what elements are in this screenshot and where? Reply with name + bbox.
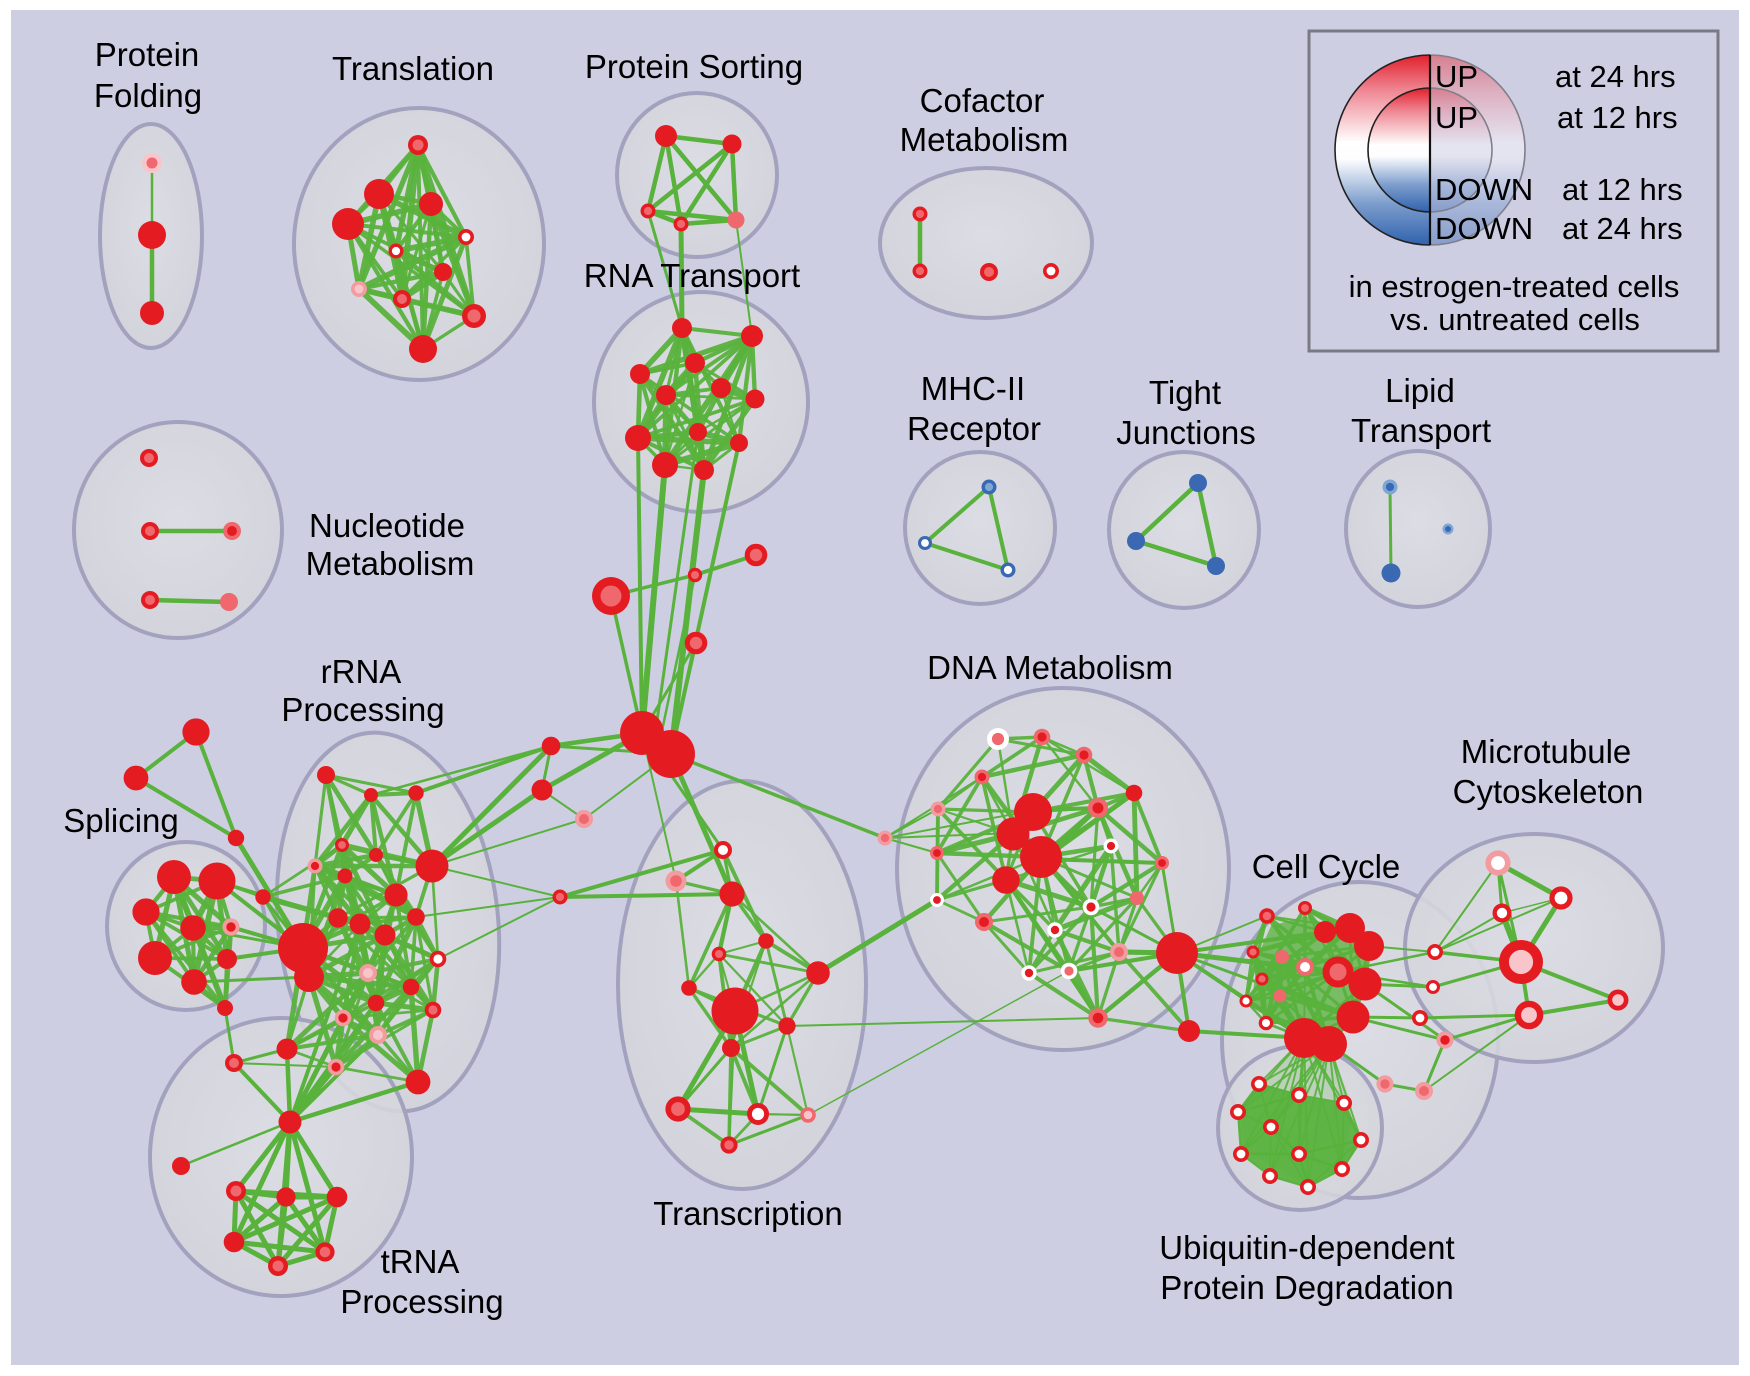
svg-text:Microtubule: Microtubule <box>1461 733 1632 770</box>
svg-text:Lipid: Lipid <box>1385 372 1455 409</box>
svg-text:Transport: Transport <box>1351 412 1491 449</box>
svg-text:UP: UP <box>1435 100 1478 135</box>
svg-text:Cell Cycle: Cell Cycle <box>1252 848 1401 885</box>
svg-text:Protein: Protein <box>95 36 200 73</box>
svg-text:DNA Metabolism: DNA Metabolism <box>927 649 1173 686</box>
svg-text:RNA Transport: RNA Transport <box>584 257 800 294</box>
svg-text:Protein Degradation: Protein Degradation <box>1160 1269 1454 1306</box>
svg-text:DOWN: DOWN <box>1435 172 1533 207</box>
svg-text:rRNA: rRNA <box>321 653 402 690</box>
svg-text:Nucleotide: Nucleotide <box>309 507 465 544</box>
svg-text:Metabolism: Metabolism <box>900 121 1069 158</box>
svg-text:Tight: Tight <box>1149 374 1221 411</box>
svg-text:at 24 hrs: at 24 hrs <box>1555 59 1676 94</box>
svg-text:Processing: Processing <box>340 1283 503 1320</box>
svg-text:Cytoskeleton: Cytoskeleton <box>1453 773 1644 810</box>
svg-text:Splicing: Splicing <box>63 802 179 839</box>
svg-text:in estrogen-treated cells: in estrogen-treated cells <box>1349 269 1680 304</box>
svg-text:UP: UP <box>1435 59 1478 94</box>
svg-text:Protein Sorting: Protein Sorting <box>585 48 803 85</box>
svg-text:vs. untreated cells: vs. untreated cells <box>1390 302 1640 337</box>
svg-text:Cofactor: Cofactor <box>920 82 1045 119</box>
svg-text:tRNA: tRNA <box>381 1243 460 1280</box>
svg-text:MHC-II: MHC-II <box>921 370 1025 407</box>
svg-text:Metabolism: Metabolism <box>306 545 475 582</box>
svg-text:Folding: Folding <box>94 77 202 114</box>
svg-text:Receptor: Receptor <box>907 410 1041 447</box>
svg-text:Transcription: Transcription <box>653 1195 843 1232</box>
svg-text:Junctions: Junctions <box>1116 414 1255 451</box>
svg-text:Translation: Translation <box>332 50 494 87</box>
svg-text:DOWN: DOWN <box>1435 211 1533 246</box>
svg-text:at 24 hrs: at 24 hrs <box>1562 211 1683 246</box>
svg-text:at 12 hrs: at 12 hrs <box>1562 172 1683 207</box>
svg-text:Processing: Processing <box>281 691 444 728</box>
svg-text:at 12 hrs: at 12 hrs <box>1557 100 1678 135</box>
svg-text:Ubiquitin-dependent: Ubiquitin-dependent <box>1159 1229 1454 1266</box>
